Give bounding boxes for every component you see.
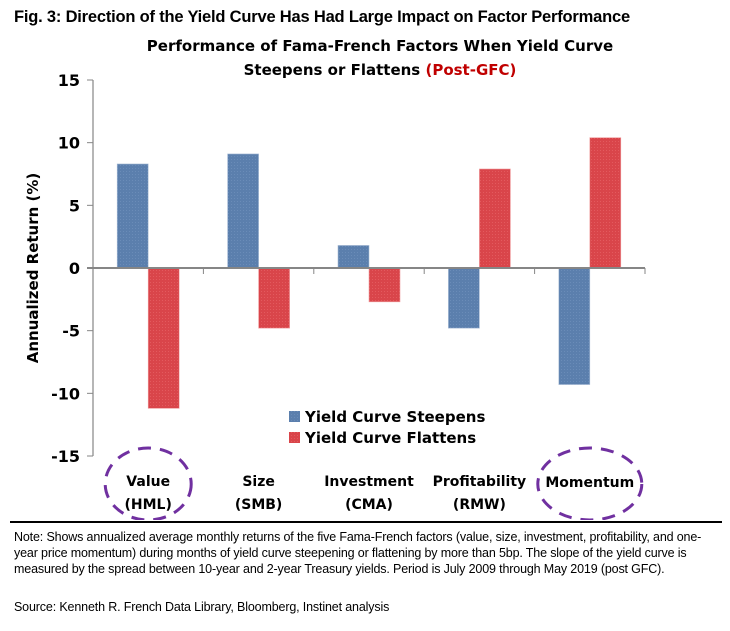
bar-steepens-value <box>116 163 149 269</box>
y-tick-label: -15 <box>51 447 80 466</box>
bar-steepens-size <box>227 153 259 269</box>
chart-title-highlight: (Post-GFC) <box>425 61 517 79</box>
x-category-label: Value <box>126 474 170 490</box>
footer-divider <box>10 521 722 523</box>
bar-flattens-profitability <box>479 168 511 269</box>
bar-steepens-investment <box>337 245 370 269</box>
y-tick-label: 5 <box>69 196 80 215</box>
x-category-label: Momentum <box>545 475 634 491</box>
bar-flattens-momentum <box>589 137 622 269</box>
y-axis-label: Annualized Return (%) <box>24 173 42 364</box>
bar-flattens-size <box>258 267 290 329</box>
x-category-sublabel: (CMA) <box>345 497 393 513</box>
bar-steepens-momentum <box>558 267 591 385</box>
x-category-sublabel: (HML) <box>125 497 172 513</box>
y-tick-label: -10 <box>51 384 80 403</box>
legend-swatch-flattens <box>289 432 300 443</box>
highlight-circle-value <box>103 446 193 520</box>
legend-label: Yield Curve Flattens <box>304 429 476 447</box>
bar-chart: Annualized Return (%) 15 10 5 0 -5 -10 -15 Val… <box>24 71 646 520</box>
bar-flattens-investment <box>368 267 401 303</box>
legend-label: Yield Curve Steepens <box>304 408 485 426</box>
chart-title-main: Steepens or Flattens <box>243 61 421 79</box>
figure-title: Fig. 3: Direction of the Yield Curve Has… <box>14 8 630 26</box>
figure-source: Source: Kenneth R. French Data Library, … <box>14 600 390 614</box>
y-tick-label: 10 <box>58 134 80 153</box>
y-tick-label: 15 <box>58 71 80 90</box>
bar-steepens-profitability <box>448 267 480 329</box>
x-category-label: Profitability <box>433 474 527 490</box>
chart-title-line2: Steepens or Flattens (Post-GFC) <box>95 58 665 82</box>
chart-title-line1: Performance of Fama-French Factors When … <box>146 37 614 55</box>
x-category-sublabel: (RMW) <box>453 497 506 513</box>
figure-note: Note: Shows annualized average monthly r… <box>14 530 702 576</box>
bar-flattens-value <box>147 267 180 409</box>
x-category-label: Size <box>242 474 275 490</box>
y-tick-label: -5 <box>62 322 80 341</box>
legend-swatch-steepens <box>289 411 300 422</box>
x-category-label: Investment <box>324 474 414 490</box>
highlight-circle-momentum <box>536 446 644 520</box>
y-tick-label: 0 <box>69 259 80 278</box>
x-category-sublabel: (SMB) <box>235 497 282 513</box>
